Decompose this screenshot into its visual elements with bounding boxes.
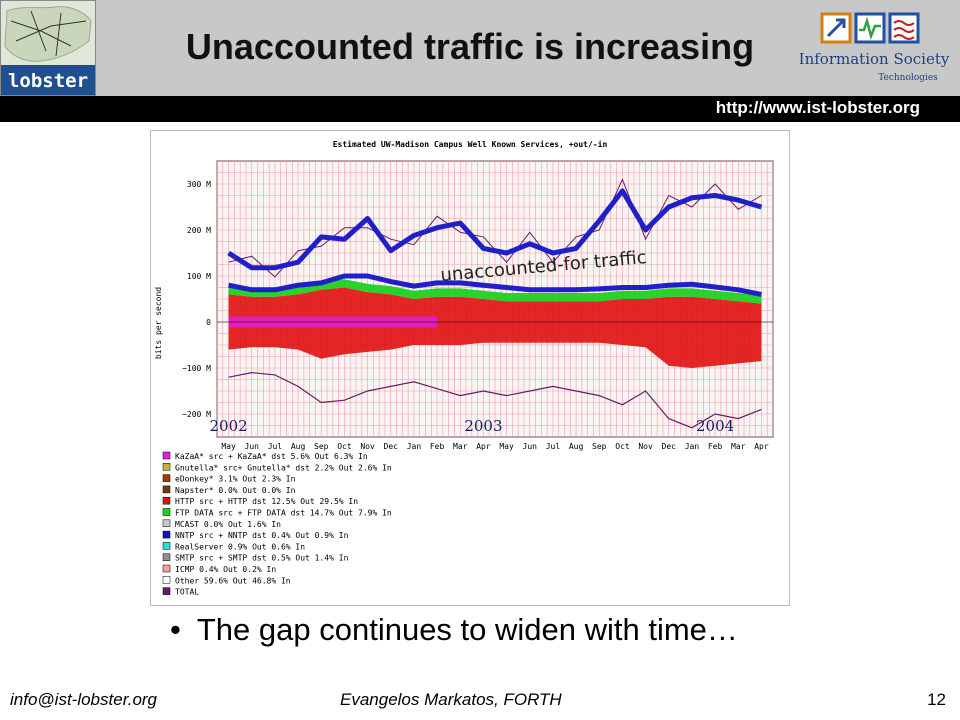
legend-swatch [162, 463, 171, 471]
chart-title: Estimated UW-Madison Campus Well Known S… [333, 139, 608, 149]
legend-swatch [162, 553, 171, 561]
europe-map-icon: lobster [1, 1, 95, 95]
ftp-data-area [228, 279, 762, 304]
total-in-line [228, 371, 762, 429]
traffic-chart-svg: Estimated UW-Madison Campus Well Known S… [154, 139, 774, 597]
legend-entry: HTTP src + HTTP dst 12.5% Out 29.5% In [175, 497, 358, 506]
header-band [0, 0, 960, 96]
footer-email: info@ist-lobster.org [10, 690, 158, 709]
legend-swatch [162, 508, 171, 516]
legend-entry: Napster* 0.0% Out 0.0% In [175, 486, 296, 495]
total-trend-line [227, 188, 763, 271]
legend-entry: eDonkey* 3.1% Out 2.3% In [175, 475, 296, 484]
legend-entry: FTP DATA src + FTP DATA dst 14.7% Out 7.… [175, 509, 392, 518]
page-number: 12 [927, 690, 946, 709]
legend-swatch [162, 474, 171, 482]
x-tick-label: Jan [407, 442, 422, 451]
y-axis-label: bits per second [154, 287, 163, 359]
legend-swatch [162, 451, 171, 460]
site-url-link[interactable]: http://www.ist-lobster.org [715, 98, 920, 117]
legend-entry: SMTP src + SMTP dst 0.5% Out 1.4% In [175, 554, 349, 563]
legend-swatch [162, 587, 171, 595]
x-tick-label: Feb [430, 442, 445, 451]
legend-entry: NNTP src + NNTP dst 0.4% Out 0.9% In [175, 531, 349, 540]
x-tick-label: Jul [268, 442, 283, 451]
x-tick-label: Feb [708, 442, 723, 451]
x-tick-label: Apr [754, 442, 769, 451]
y-tick-label: 0 [206, 318, 211, 327]
known-services-area [228, 287, 762, 368]
legend-swatch [162, 496, 171, 505]
x-tick-label: Nov [360, 442, 375, 451]
x-tick-label: Mar [731, 442, 746, 451]
slide-title: Unaccounted traffic is increasing [185, 26, 755, 67]
legend-entry: ICMP 0.4% Out 0.2% In [175, 565, 276, 574]
bullet-dot-icon: • [170, 612, 181, 647]
ist-logo-line2: Technologies [878, 73, 938, 83]
x-tick-label: Aug [569, 442, 584, 451]
ist-logo-line1: Information Society [800, 50, 950, 68]
legend-entry: Gnutella* src+ Gnutella* dst 2.2% Out 2.… [175, 463, 392, 472]
legend-entry: TOTAL [175, 588, 199, 597]
x-tick-label: Jul [546, 442, 561, 451]
footer-author: Evangelos Markatos, FORTH [340, 690, 562, 709]
legend-entry: RealServer 0.9% Out 0.6% In [175, 542, 305, 551]
bullet-text: The gap continues to widen with time… [196, 612, 738, 647]
x-tick-label: Apr [476, 442, 491, 451]
x-tick-label: Jan [685, 442, 700, 451]
x-tick-label: Dec [662, 442, 677, 451]
traffic-chart: Estimated UW-Madison Campus Well Known S… [150, 130, 790, 606]
year-label: 2002 [209, 417, 247, 435]
x-tick-label: Sep [314, 442, 329, 451]
lobster-logo-text: lobster [8, 70, 88, 92]
legend-swatch [162, 564, 171, 573]
y-tick-label: 200 M [187, 226, 211, 235]
ist-logo: Information Society Technologies [799, 8, 950, 92]
x-tick-label: May [221, 442, 236, 451]
y-tick-label: 100 M [187, 272, 211, 281]
x-tick-label: Oct [337, 442, 352, 451]
known-trend-line [228, 273, 762, 297]
x-tick-label: Jun [523, 442, 538, 451]
bullet-point: • The gap continues to widen with time… [170, 612, 738, 648]
legend-entry: Other 59.6% Out 46.8% In [175, 576, 291, 585]
legend-swatch [162, 576, 171, 584]
legend-entry: MCAST 0.0% Out 1.6% In [175, 520, 281, 529]
year-label: 2004 [696, 417, 734, 435]
lobster-logo: lobster [0, 0, 96, 96]
y-tick-label: 300 M [187, 180, 211, 189]
legend-entry: KaZaA* src + KaZaA* dst 5.6% Out 6.3% In [175, 452, 368, 461]
year-label: 2003 [464, 417, 502, 435]
legend-swatch [162, 530, 171, 539]
y-tick-label: −100 M [182, 364, 211, 373]
x-tick-label: Nov [638, 442, 653, 451]
x-tick-label: May [499, 442, 514, 451]
x-tick-label: Jun [245, 442, 260, 451]
x-tick-label: Oct [615, 442, 630, 451]
url-band [0, 96, 960, 122]
legend-swatch [162, 485, 171, 494]
legend-swatch [162, 542, 171, 550]
y-tick-label: −200 M [182, 410, 211, 419]
x-tick-label: Dec [384, 442, 399, 451]
x-tick-label: Sep [592, 442, 607, 451]
x-tick-label: Aug [291, 442, 306, 451]
legend-swatch [162, 519, 171, 528]
x-tick-label: Mar [453, 442, 468, 451]
